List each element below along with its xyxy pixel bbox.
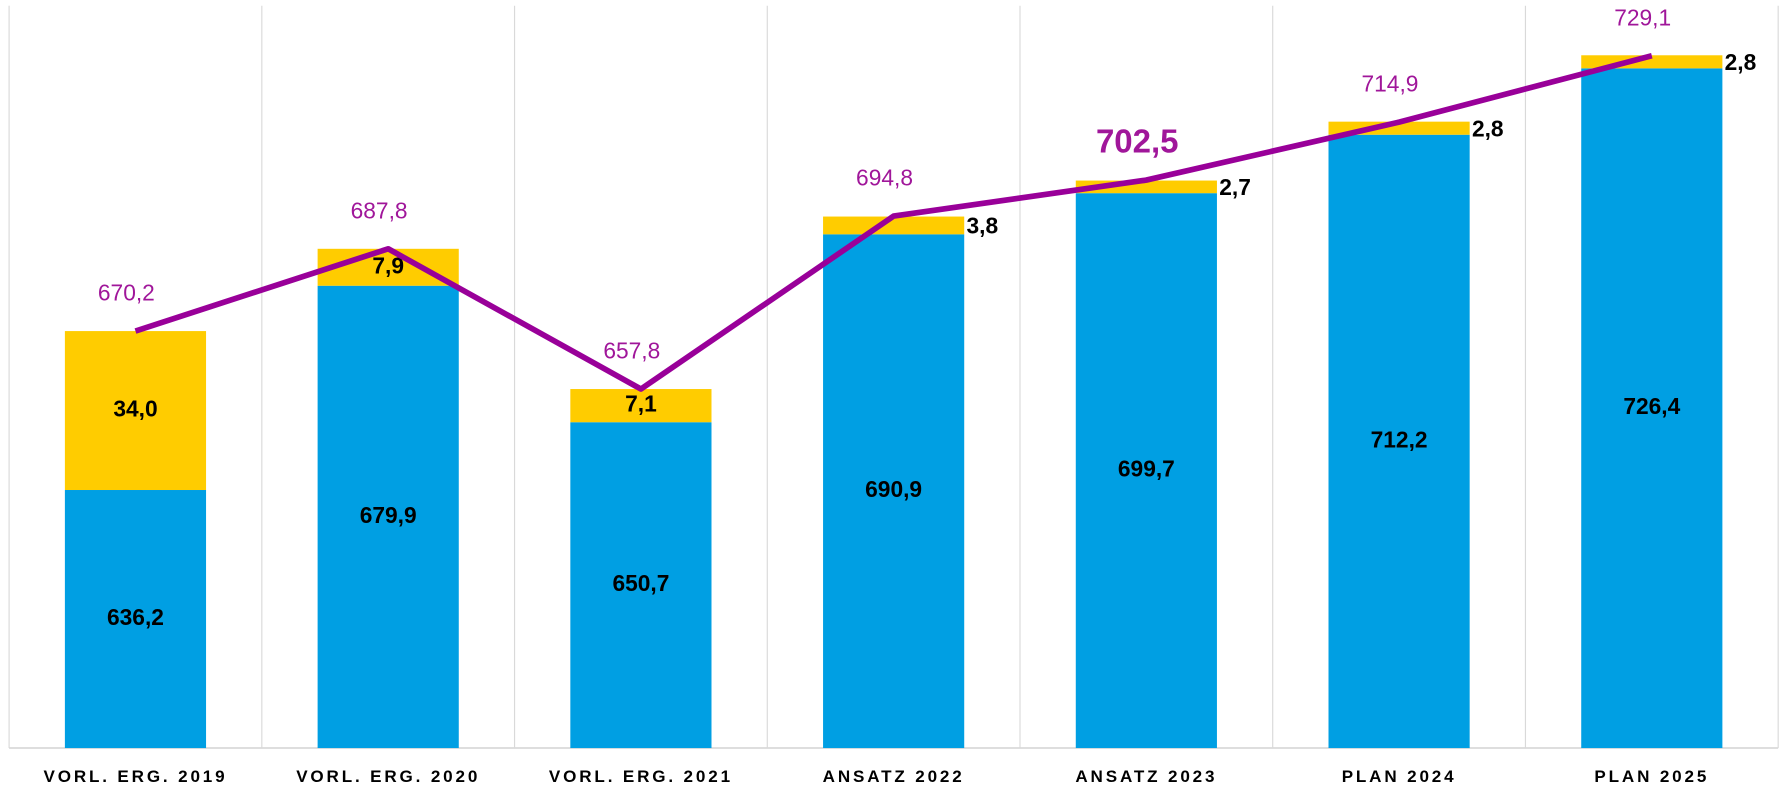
- bar-value-label: 699,7: [1118, 456, 1175, 482]
- x-tick-label: PLAN 2025: [1594, 767, 1709, 786]
- bar-value-label: 679,9: [360, 502, 417, 528]
- x-tick-label: ANSATZ 2022: [823, 767, 965, 786]
- bar-segment: [570, 389, 712, 423]
- line: [134, 52, 1653, 392]
- x-tick-label: PLAN 2024: [1342, 767, 1457, 786]
- x-tick-label: VORL. ERG. 2019: [43, 767, 227, 786]
- x-tick-label: VORL. ERG. 2021: [549, 767, 733, 786]
- bar-value-label: 690,9: [865, 476, 922, 502]
- bar-value-label: 636,2: [107, 604, 164, 630]
- bar-segment: [1075, 193, 1217, 749]
- bar-segment: [570, 422, 712, 749]
- bar-value-label: 34,0: [113, 396, 157, 422]
- bar-segment: [64, 331, 207, 491]
- line-value-label: 657,8: [603, 338, 660, 364]
- bar-segment: [317, 285, 459, 749]
- x-tick-label: VORL. ERG. 2020: [296, 767, 480, 786]
- line-value-label: 702,5: [1096, 122, 1179, 159]
- bar-value-label: 650,7: [612, 570, 669, 596]
- bar-segment: [1581, 68, 1723, 749]
- line-value-label: 694,8: [856, 165, 913, 191]
- bar-value-label: 2,8: [1472, 115, 1504, 141]
- bar-value-label: 726,4: [1623, 393, 1680, 419]
- bar-value-label: 712,2: [1371, 426, 1428, 452]
- line-value-label: 729,1: [1614, 4, 1671, 30]
- bar-value-label: 3,8: [966, 213, 998, 239]
- x-tick-label: ANSATZ 2023: [1075, 767, 1217, 786]
- bar-value-label: 7,1: [625, 391, 657, 417]
- bar-segment: [317, 248, 459, 286]
- bar-value-label: 2,7: [1219, 174, 1251, 200]
- line-value-label: 687,8: [351, 197, 408, 223]
- bar-value-label: 2,8: [1725, 49, 1757, 75]
- bar-segment: [64, 490, 207, 749]
- bar-segment: [823, 216, 965, 235]
- line-value-label: 670,2: [98, 280, 155, 306]
- bar-segment: [1328, 134, 1470, 749]
- line-value-label: 714,9: [1362, 71, 1419, 97]
- bar-segment: [823, 234, 965, 749]
